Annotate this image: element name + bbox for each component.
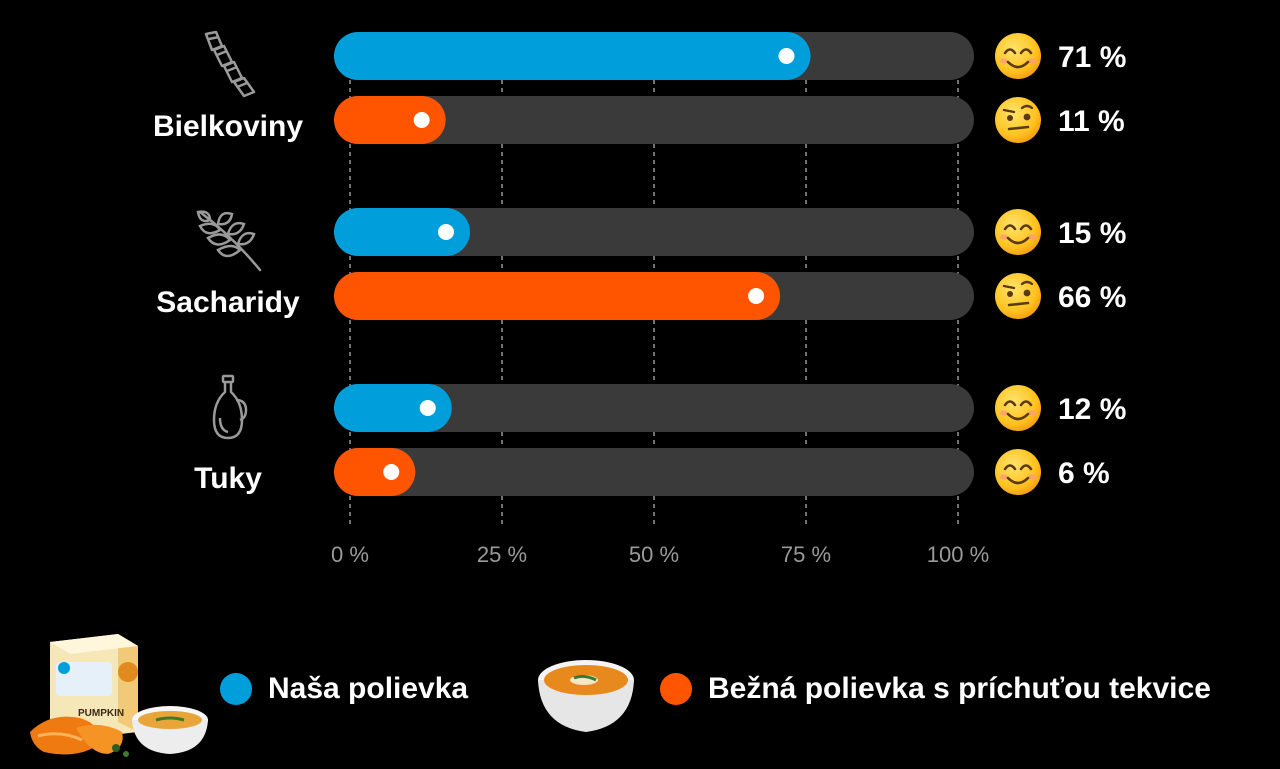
labels: 0 % 25 % 50 % 75 % 100 % Bielkoviny 71 % 11 % Sa… (153, 33, 1126, 567)
category-label-bielkoviny: Bielkoviny (153, 110, 303, 143)
smiling-face-sacharidy-nasa-polievka-icon (995, 209, 1041, 255)
bar-sacharidy-nasa-polievka (334, 208, 470, 256)
category-label-sacharidy: Sacharidy (156, 286, 300, 319)
tick-label-25: 25 % (477, 542, 527, 567)
bar-marker-bielkoviny-bezna-polievka-s-prichutou-tekvice (413, 112, 430, 128)
value-label-tuky-nasa-polievka: 12 % (1058, 393, 1126, 426)
bar-marker-sacharidy-nasa-polievka (438, 224, 454, 240)
tick-label-50: 50 % (629, 542, 679, 567)
category-icons (196, 30, 262, 440)
value-label-sacharidy-nasa-polievka: 15 % (1058, 217, 1126, 250)
legend-label-nasa-polievka: Naša polievka (268, 672, 469, 705)
category-label-tuky: Tuky (194, 462, 262, 495)
value-label-bielkoviny-bezna-polievka-s-prichutou-tekvice: 11 % (1058, 105, 1125, 138)
packaged-soup-icon: PUMPKIN (30, 632, 215, 764)
wheat-icon (196, 210, 262, 272)
legend-dot-bezna-polievka (660, 673, 692, 705)
raised-eyebrow-face-sacharidy-bezna-polievka-s-prichutou-tekvice-icon (995, 273, 1041, 319)
legend-dot-nasa-polievka (220, 673, 252, 705)
pasta-icon (204, 30, 256, 98)
bar-sacharidy-bezna-polievka-s-prichutou-tekvice (334, 272, 781, 320)
legend-label-bezna-polievka: Bežná polievka s príchuťou tekvice (708, 672, 1211, 705)
value-label-tuky-bezna-polievka-s-prichutou-tekvice: 6 % (1058, 457, 1110, 490)
bar-marker-sacharidy-bezna-polievka-s-prichutou-tekvice (748, 288, 765, 304)
bar-marker-bielkoviny-nasa-polievka (778, 48, 795, 64)
tick-label-0: 0 % (331, 542, 369, 567)
bar-tuky-nasa-polievka (334, 384, 452, 432)
bar-bielkoviny-nasa-polievka (334, 32, 811, 80)
product-box-text: PUMPKIN (78, 708, 124, 719)
tick-label-75: 75 % (781, 542, 831, 567)
value-label-sacharidy-bezna-polievka-s-prichutou-tekvice: 66 % (1058, 281, 1126, 314)
nutrition-bar-chart: 0 % 25 % 50 % 75 % 100 % Bielkoviny 71 % 11 % Sa… (153, 30, 1126, 567)
raised-eyebrow-face-bielkoviny-bezna-polievka-s-prichutou-tekvice-icon (995, 97, 1041, 143)
value-label-bielkoviny-nasa-polievka: 71 % (1058, 41, 1126, 74)
bar-marker-tuky-bezna-polievka-s-prichutou-tekvice (383, 464, 400, 480)
bar-bielkoviny-bezna-polievka-s-prichutou-tekvice (334, 96, 446, 144)
bars (334, 32, 974, 496)
soup-bowl-icon (536, 656, 636, 736)
smiling-face-tuky-bezna-polievka-s-prichutou-tekvice-icon (995, 449, 1041, 495)
tick-label-100: 100 % (927, 542, 989, 567)
bar-tuky-bezna-polievka-s-prichutou-tekvice (334, 448, 416, 496)
smiling-face-bielkoviny-nasa-polievka-icon (995, 33, 1041, 79)
bar-track-sacharidy-nasa-polievka (334, 208, 974, 256)
bar-marker-tuky-nasa-polievka (419, 400, 436, 416)
legend-item-nasa-polievka: Naša polievka (220, 672, 468, 706)
bar-track-bielkoviny-bezna-polievka-s-prichutou-tekvice (334, 96, 974, 144)
smiling-face-tuky-nasa-polievka-icon (995, 385, 1041, 431)
oil-bottle-icon (212, 374, 248, 440)
legend-item-bezna-polievka: Bežná polievka s príchuťou tekvice (660, 672, 1211, 706)
bar-track-tuky-nasa-polievka (334, 384, 974, 432)
bar-track-tuky-bezna-polievka-s-prichutou-tekvice (334, 448, 974, 496)
legend: PUMPKIN Naša polievka Bežná polievka s p… (0, 620, 1280, 764)
